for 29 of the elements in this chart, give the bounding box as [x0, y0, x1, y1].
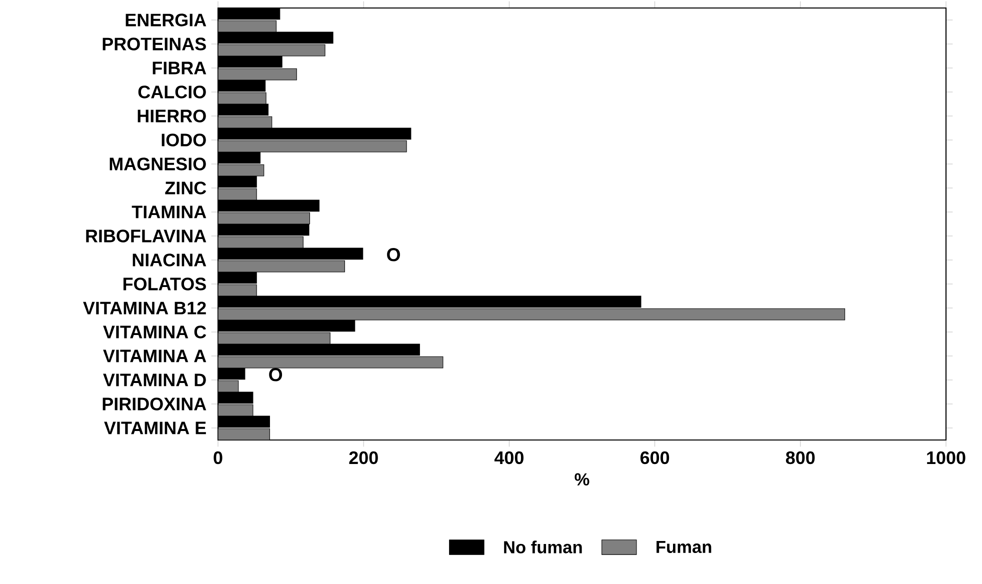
x-tick-label: 600 [640, 451, 670, 464]
x-tick-label: 1000 [927, 451, 966, 464]
y-tick-label: PIRIDOXINA [102, 398, 206, 410]
y-tick-label: VITAMINA E [104, 422, 206, 434]
x-tick-label: 200 [349, 451, 378, 464]
y-tick-label: RIBOFLAVINA [86, 230, 206, 242]
y-tick-label: IODO [162, 134, 206, 146]
y-tick-label: VITAMINA D [103, 374, 206, 386]
y-tick-label: NIACINA [132, 254, 206, 266]
y-tick-label: TIAMINA [132, 206, 206, 218]
x-tick-label: 0 [214, 451, 222, 464]
y-tick-label: HIERRO [138, 110, 206, 122]
x-tick-label: 800 [786, 451, 815, 464]
y-tick-label: ENERGIA [126, 14, 206, 26]
annotation: O [387, 248, 400, 262]
x-tick-label: 400 [494, 451, 524, 464]
y-tick-label: PROTEINAS [102, 38, 206, 50]
y-tick-label: VITAMINA B12 [83, 302, 206, 314]
annotation: O [269, 368, 282, 382]
legend-label: No fuman [504, 540, 582, 554]
y-tick-label: MAGNESIO [110, 158, 206, 170]
y-tick-label: FIBRA [152, 62, 206, 74]
y-tick-label: CALCIO [138, 86, 206, 98]
y-tick-label: FOLATOS [124, 278, 206, 290]
legend-label: Fuman [656, 540, 712, 554]
y-tick-label: ZINC [165, 182, 206, 194]
x-axis-title: % [574, 473, 590, 486]
y-tick-label: VITAMINA C [103, 326, 206, 338]
y-tick-label: VITAMINA A [103, 350, 206, 362]
